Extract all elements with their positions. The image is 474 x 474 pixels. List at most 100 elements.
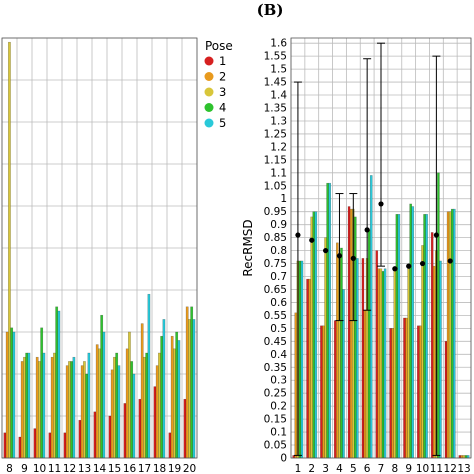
bar-pose1-lig14 [93,411,97,459]
y-tick-label: 0.3 [270,375,287,387]
bar-pose1-lig9 [18,436,22,459]
legend: Pose 1 23 45 [204,39,233,130]
bar-pose5-lig5 [356,258,359,459]
bar-pose1-lig11 [48,432,52,459]
x-tick-label: 1 [295,463,302,474]
y-tick-label: 1.25 [264,128,287,140]
bar-pose2-lig9 [20,361,24,459]
x-tick-label: 17 [138,463,151,474]
bar-pose5-lig9 [27,352,31,459]
x-tick-label: 7 [378,463,385,474]
y-tick-label: 0.2 [270,401,287,413]
legend-title: Pose [205,39,233,53]
mean-point [364,227,370,233]
bar-pose2-lig14 [95,344,99,459]
bar-pose4-lig10 [423,214,426,459]
bar-pose2-lig7 [377,268,381,459]
bar-pose5-lig18 [162,319,166,459]
bar-pose3-lig8 [8,41,11,459]
x-tick-label: 6 [364,463,371,474]
bar-pose2-lig10 [35,356,39,459]
mean-point [378,201,384,207]
bar-pose3-lig13 [83,361,86,459]
y-tick-label: 0.25 [264,388,287,400]
x-tick-label: 11 [48,463,61,474]
bar-pose4-lig8 [395,214,399,459]
bar-pose1-lig11 [430,232,434,459]
mean-point [309,237,315,243]
bar-pose4-lig19 [175,331,179,459]
bar-pose5-lig20 [192,319,196,459]
bar-pose5-lig3 [328,182,331,459]
x-tick-label: 8 [6,463,13,474]
bar-pose1-lig10 [417,325,420,459]
bar-pose2-lig20 [185,306,189,459]
bar-pose5-lig8 [397,214,401,459]
bar-pose3-lig2 [310,216,313,459]
bar-pose3-lig19 [173,348,176,459]
bar-pose4-lig1 [298,260,302,459]
bar-pose4-lig12 [450,208,454,459]
bar-pose5-lig6 [369,175,373,459]
mean-point [350,255,356,261]
bar-pose1-lig8 [389,328,392,459]
bar-pose3-lig12 [68,361,71,459]
x-tick-label: 12 [444,463,457,474]
y-tick-label: 0.85 [264,232,287,244]
bar-pose5-lig12 [453,208,456,459]
bar-pose5-lig13 [87,352,91,459]
bar-pose4-lig5 [354,216,357,459]
bar-pose2-lig5 [349,208,353,459]
bar-pose1-lig4 [333,320,337,459]
legend-label-pose2: 2 [219,70,226,84]
mean-point [447,258,453,264]
y-tick-label: 0.7 [270,271,287,283]
bar-pose2-lig18 [155,365,159,459]
bar-pose4-lig7 [381,271,385,459]
y-tick-label: 1.15 [264,154,287,166]
bar-pose3-lig18 [158,352,161,459]
bar-pose1-lig7 [375,250,379,459]
legend-label-pose3: 3 [219,85,226,99]
bar-pose3-lig17 [143,356,146,459]
bar-pose4-lig15 [115,352,119,459]
bar-pose1-lig10 [33,428,37,459]
bar-pose5-lig19 [177,340,181,459]
panel-a-chart: 891011121314151617181920LIG [1,37,198,474]
bar-pose4-lig20 [190,306,194,459]
legend-swatch-pose3 [204,87,214,97]
bar-pose4-lig16 [130,361,134,459]
bar-pose2-lig8 [5,331,9,459]
bar-pose5-lig11 [57,310,61,459]
x-tick-label: 16 [123,463,137,474]
bar-pose2-lig11 [50,356,54,459]
y-tick-label: 0.95 [264,206,287,218]
x-tick-label: 18 [153,463,166,474]
bar-pose2-lig12 [65,365,69,459]
bar-pose5-lig11 [439,260,442,459]
bar-pose1-lig18 [153,386,157,459]
mean-point [433,232,439,238]
y-tick-label: 1.2 [270,141,287,153]
bar-pose1-lig20 [183,398,187,459]
bar-pose2-lig9 [405,317,408,459]
legend-label-pose4: 4 [219,101,226,115]
x-tick-label: 11 [430,463,443,474]
bar-pose1-lig8 [3,432,7,459]
bar-pose2-lig11 [432,265,436,459]
legend-label-pose1: 1 [219,54,226,68]
bar-pose2-lig1 [294,312,298,459]
bar-pose4-lig8 [10,327,14,459]
bar-pose4-lig2 [312,211,316,459]
bar-pose3-lig3 [324,237,327,459]
bar-pose3-lig9 [407,268,410,459]
legend-swatch-pose2 [204,72,214,81]
y-tick-label: 0 [280,453,287,465]
bar-pose4-lig17 [145,352,149,459]
bar-pose5-lig17 [147,293,151,459]
mean-point [392,266,398,272]
bar-pose3-lig9 [23,356,26,459]
bar-pose1-lig13 [78,419,82,459]
bar-pose4-lig11 [55,306,59,459]
